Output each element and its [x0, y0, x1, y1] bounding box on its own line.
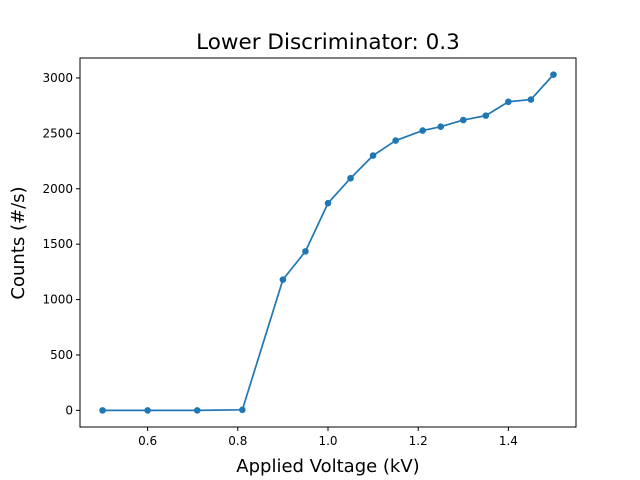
series-line [102, 74, 555, 412]
y-tick-label: 0 [65, 403, 73, 417]
data-point [459, 116, 467, 124]
chart-title: Lower Discriminator: 0.3 [196, 30, 460, 55]
y-tick-label: 1000 [42, 293, 73, 307]
data-point [347, 174, 354, 182]
data-point [99, 407, 106, 414]
x-axis-label: Applied Voltage (kV) [236, 456, 419, 477]
data-point [550, 71, 557, 78]
plot-area [99, 71, 557, 414]
y-tick-label: 2500 [42, 126, 73, 140]
axes-frame [79, 57, 577, 428]
y-tick-label: 3000 [42, 71, 73, 85]
data-point [419, 127, 426, 134]
y-tick-label: 1500 [42, 237, 73, 251]
data-point [369, 152, 377, 159]
x-tick-label: 1.2 [409, 434, 428, 448]
data-point [279, 276, 287, 283]
data-point [527, 96, 535, 103]
x-axis: 0.6 0.8 1.0 1.2 1.4 [138, 427, 518, 448]
data-point [144, 407, 151, 414]
data-point [239, 406, 246, 414]
y-tick-label: 500 [50, 348, 73, 362]
x-tick-label: 1.4 [499, 434, 518, 448]
data-point [324, 199, 332, 207]
x-tick-label: 1.0 [318, 434, 337, 448]
data-point [193, 407, 201, 414]
y-axis: 0 500 1000 1500 2000 2500 3000 [42, 71, 80, 417]
y-axis-label: Counts (#/s) [8, 186, 29, 299]
data-point [482, 112, 490, 119]
x-tick-label: 0.8 [228, 434, 247, 448]
x-tick-label: 0.6 [138, 434, 157, 448]
y-tick-label: 2000 [42, 182, 73, 196]
data-point [302, 248, 309, 255]
data-point [437, 123, 445, 131]
data-point [392, 137, 399, 144]
data-point [505, 98, 512, 106]
